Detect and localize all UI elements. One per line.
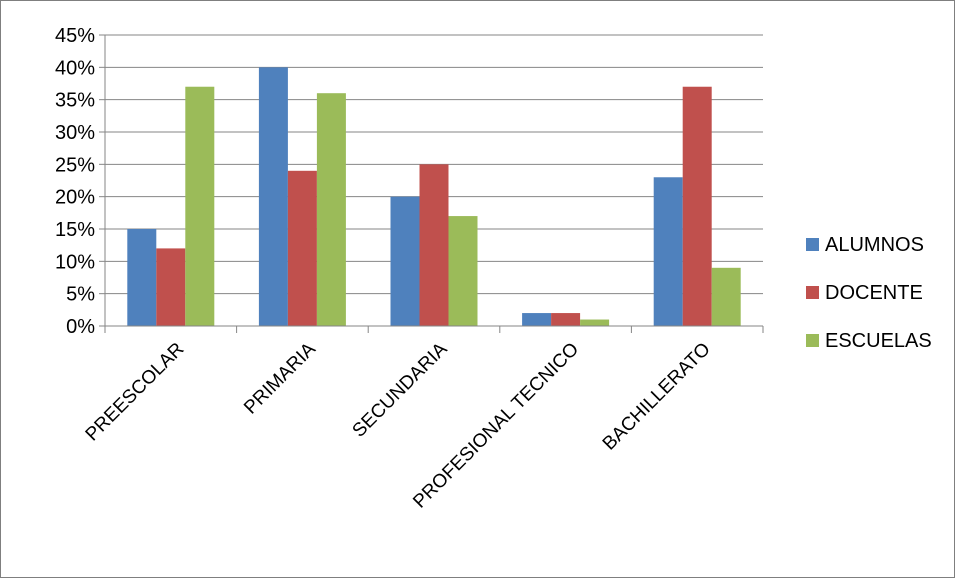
legend-label-escuelas: ESCUELAS	[825, 330, 932, 352]
bar-docente-primaria	[287, 170, 317, 326]
legend: ALUMNOS DOCENTE ESCUELAS	[806, 234, 932, 352]
y-tick-label: 0%	[66, 316, 95, 338]
bar-escuelas-preescolar	[185, 86, 215, 326]
y-tick-label: 15%	[55, 219, 95, 241]
bars	[127, 67, 741, 326]
bar-docente-profesional-tecnico	[551, 313, 581, 326]
legend-swatch-docente	[806, 286, 819, 299]
bar-escuelas-primaria	[316, 93, 346, 326]
bar-alumnos-primaria	[258, 67, 288, 326]
legend-swatch-alumnos	[806, 238, 819, 251]
y-tick-label: 45%	[55, 25, 95, 47]
legend-label-alumnos: ALUMNOS	[825, 234, 924, 256]
bar-alumnos-preescolar	[127, 229, 157, 326]
y-tick-label: 35%	[55, 90, 95, 112]
y-tick-label: 10%	[55, 251, 95, 273]
bar-escuelas-secundaria	[448, 216, 478, 326]
axes	[104, 35, 764, 333]
y-tick-label: 30%	[55, 122, 95, 144]
x-category-label: PRIMARIA	[240, 338, 320, 418]
x-axis-labels: PREESCOLAR PRIMARIA SECUNDARIAPROFESIONAL …	[82, 338, 715, 512]
bar-alumnos-profesional-tecnico	[522, 313, 552, 326]
x-category-label: PREESCOLAR	[82, 339, 189, 446]
y-tick-label: 5%	[66, 284, 95, 306]
x-category-label: SECUNDARIA	[349, 338, 452, 441]
y-axis-ticks: 0% 5% 10% 15% 20% 25% 30% 35% 40% 45%	[55, 25, 105, 338]
y-tick-label: 20%	[55, 187, 95, 209]
y-tick-label: 25%	[55, 154, 95, 176]
y-tick-label: 40%	[55, 57, 95, 79]
bar-escuelas-bachillerato	[711, 267, 741, 326]
legend-swatch-escuelas	[806, 334, 819, 347]
x-category-label: BACHILLERATO	[599, 339, 715, 455]
bar-escuelas-profesional-tecnico	[580, 319, 610, 326]
bar-docente-preescolar	[156, 248, 186, 326]
bar-docente-secundaria	[419, 164, 449, 326]
bar-alumnos-bachillerato	[653, 177, 683, 326]
bar-docente-bachillerato	[682, 86, 712, 326]
legend-label-docente: DOCENTE	[825, 282, 923, 304]
bar-alumnos-secundaria	[390, 196, 420, 326]
